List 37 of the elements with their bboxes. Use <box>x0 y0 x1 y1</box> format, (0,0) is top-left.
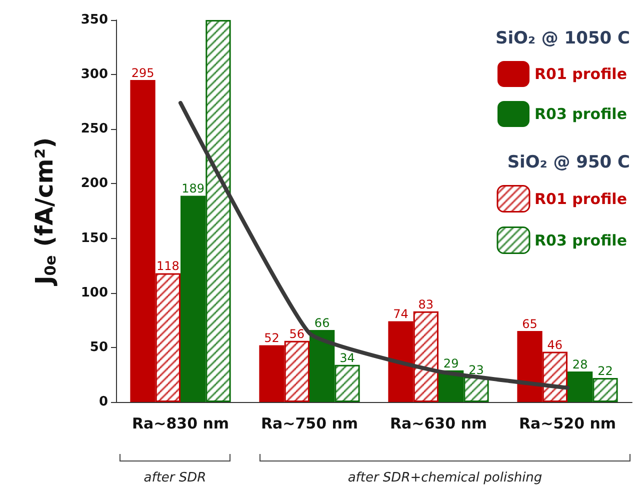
x-tick-label: Ra~830 nm <box>132 414 230 432</box>
data-label: 28 <box>572 357 588 372</box>
y-axis-title: J0e (fA/cm²) <box>30 137 60 287</box>
legend-label: R01 profile <box>534 65 628 83</box>
data-label: 295 <box>131 66 154 80</box>
data-label: 74 <box>393 307 408 322</box>
text: after SDR <box>144 470 206 486</box>
data-label: 29 <box>443 356 459 370</box>
y-tick-label: 350 <box>80 12 108 28</box>
x-tick-label: Ra~630 nm <box>390 414 488 432</box>
y-tick-label: 0 <box>98 394 108 410</box>
legend-label: R03 profile <box>534 105 628 123</box>
text: after SDR+chemical polishing <box>348 470 542 486</box>
data-label: 189 <box>182 182 205 196</box>
y-tick-label: 250 <box>80 122 108 137</box>
data-label: 65 <box>522 317 538 332</box>
data-label: 83 <box>418 297 434 312</box>
y-tick-label: 150 <box>80 230 108 246</box>
annotation: SiO₂ @ 1050 C <box>495 28 630 48</box>
data-label: 118 <box>156 259 180 274</box>
data-label: 34 <box>340 350 355 365</box>
x-tick-label: Ra~750 nm <box>260 414 358 432</box>
y-tick-label: 50 <box>90 340 108 355</box>
annotation: SiO₂ @ 950 C <box>507 152 630 172</box>
y-tick-label: 100 <box>80 285 108 300</box>
data-label: 52 <box>264 331 280 346</box>
x-tick-label: Ra~520 nm <box>518 414 616 432</box>
data-label: 56 <box>289 326 305 341</box>
y-tick-label: 200 <box>80 176 108 192</box>
line-series <box>178 100 570 390</box>
legend-label: R01 profile <box>534 190 628 208</box>
legend-label: R03 profile <box>534 231 628 250</box>
data-label: 23 <box>468 362 484 377</box>
y-tick-label: 300 <box>80 67 108 82</box>
data-label: 22 <box>598 364 613 378</box>
data-label: 66 <box>314 316 330 330</box>
data-label: 46 <box>547 338 563 352</box>
